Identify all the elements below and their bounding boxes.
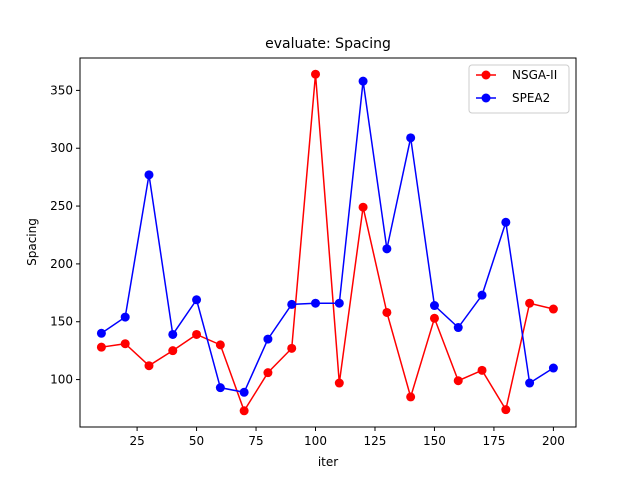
data-point-nsga-ii bbox=[382, 307, 392, 317]
data-point-nsga-ii bbox=[525, 298, 535, 308]
legend-label-nsga-ii: NSGA-II bbox=[512, 68, 557, 82]
y-tick-label: 150 bbox=[50, 315, 73, 329]
plot-area-frame bbox=[79, 57, 577, 428]
x-tick-label: 125 bbox=[364, 434, 387, 448]
x-tick-label: 25 bbox=[129, 434, 144, 448]
y-tick-label: 200 bbox=[50, 257, 73, 271]
data-point-nsga-ii bbox=[453, 376, 463, 386]
data-point-nsga-ii bbox=[501, 405, 511, 415]
data-point-spea2 bbox=[477, 290, 487, 300]
x-tick-label: 150 bbox=[423, 434, 446, 448]
data-point-spea2 bbox=[429, 301, 439, 311]
data-point-nsga-ii bbox=[168, 346, 178, 356]
data-point-nsga-ii bbox=[358, 202, 368, 212]
data-point-nsga-ii bbox=[406, 392, 416, 402]
data-point-nsga-ii bbox=[287, 343, 297, 353]
data-point-spea2 bbox=[96, 328, 106, 338]
data-point-spea2 bbox=[334, 298, 344, 308]
data-point-nsga-ii bbox=[477, 365, 487, 375]
data-point-spea2 bbox=[406, 133, 416, 143]
y-tick-label: 250 bbox=[50, 199, 73, 213]
x-tick-label: 50 bbox=[189, 434, 204, 448]
y-tick-label: 350 bbox=[50, 83, 73, 97]
legend-marker-nsga-ii bbox=[481, 70, 491, 80]
legend-box bbox=[468, 64, 570, 114]
series-lines bbox=[100, 74, 554, 413]
series-line-nsga-ii bbox=[101, 74, 554, 413]
data-point-nsga-ii bbox=[334, 378, 344, 388]
data-point-spea2 bbox=[263, 334, 273, 344]
data-point-nsga-ii bbox=[215, 340, 225, 350]
data-point-spea2 bbox=[358, 76, 368, 86]
data-point-spea2 bbox=[168, 329, 178, 339]
legend: NSGA-II SPEA2 bbox=[468, 64, 570, 114]
data-point-nsga-ii bbox=[144, 361, 154, 371]
y-tick-label: 100 bbox=[50, 373, 73, 387]
data-point-spea2 bbox=[144, 170, 154, 180]
data-point-spea2 bbox=[382, 244, 392, 254]
x-tick-label: 175 bbox=[482, 434, 505, 448]
series-line-spea2 bbox=[100, 81, 554, 394]
y-axis: 100 150 200 250 300 350 bbox=[50, 83, 80, 387]
x-axis: 25 50 75 100 125 150 175 200 bbox=[129, 427, 565, 448]
x-tick-label: 75 bbox=[248, 434, 263, 448]
data-point-spea2 bbox=[192, 295, 202, 305]
series-markers bbox=[96, 69, 558, 416]
data-point-nsga-ii bbox=[429, 313, 439, 323]
data-point-nsga-ii bbox=[120, 339, 130, 349]
data-point-spea2 bbox=[548, 363, 558, 373]
legend-label-spea2: SPEA2 bbox=[512, 91, 550, 105]
y-axis-label: Spacing bbox=[25, 218, 39, 266]
y-tick-label: 300 bbox=[50, 141, 73, 155]
data-point-spea2 bbox=[120, 312, 130, 322]
data-point-spea2 bbox=[239, 387, 249, 397]
chart-title: evaluate: Spacing bbox=[265, 36, 391, 52]
data-point-spea2 bbox=[287, 299, 297, 309]
x-tick-label: 100 bbox=[304, 434, 327, 448]
x-tick-label: 200 bbox=[542, 434, 565, 448]
data-point-spea2 bbox=[453, 323, 463, 333]
data-point-nsga-ii bbox=[263, 368, 273, 378]
legend-marker-spea2 bbox=[481, 93, 491, 103]
x-axis-label: iter bbox=[318, 455, 338, 469]
data-point-spea2 bbox=[525, 378, 535, 388]
data-point-nsga-ii bbox=[311, 69, 321, 79]
data-point-spea2 bbox=[501, 217, 511, 227]
data-point-spea2 bbox=[215, 383, 225, 393]
data-point-nsga-ii bbox=[192, 329, 202, 339]
data-point-nsga-ii bbox=[548, 304, 558, 314]
data-point-spea2 bbox=[311, 298, 321, 308]
data-point-nsga-ii bbox=[96, 342, 106, 352]
data-point-nsga-ii bbox=[239, 406, 249, 416]
